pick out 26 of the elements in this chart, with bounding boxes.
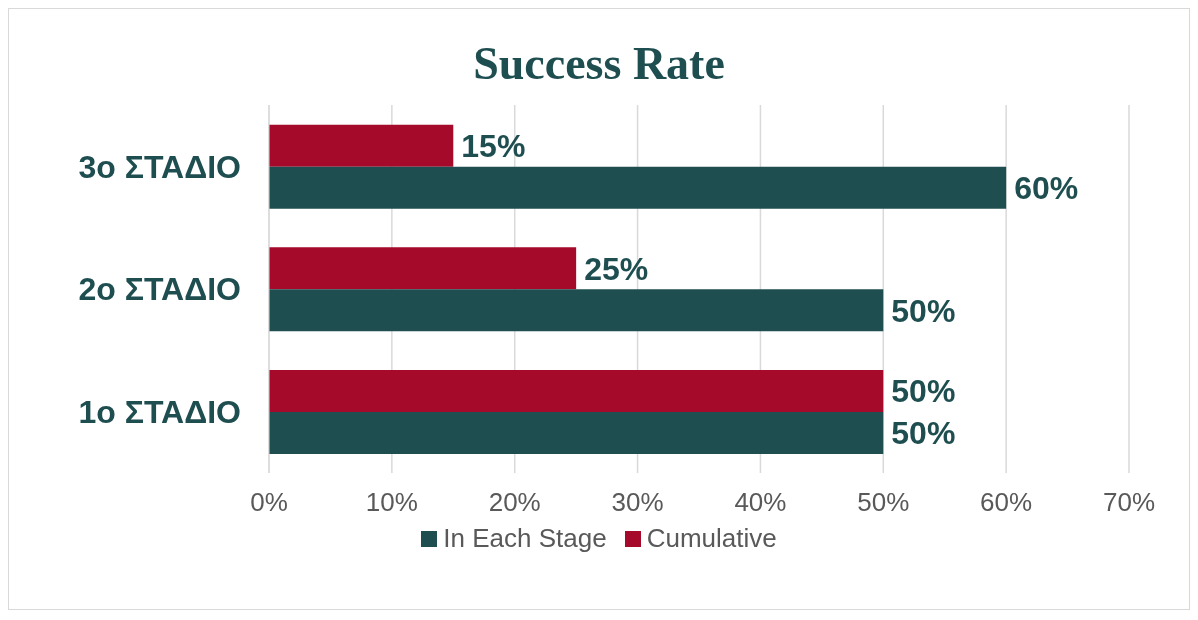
legend-label: Cumulative <box>645 523 777 554</box>
x-tick-label: 0% <box>250 487 288 518</box>
x-tick-label: 10% <box>365 487 418 518</box>
bar <box>269 247 577 290</box>
x-tick-label: 60% <box>980 487 1033 518</box>
y-tick-label: 1o ΣΤΑΔΙΟ <box>78 394 241 431</box>
bar <box>269 289 884 332</box>
data-label: 60% <box>1014 169 1079 206</box>
y-tick-label: 2o ΣΤΑΔΙΟ <box>78 271 241 308</box>
x-tick-label: 20% <box>488 487 541 518</box>
x-tick-label: 40% <box>734 487 787 518</box>
data-label: 25% <box>584 250 649 287</box>
data-label: 50% <box>891 373 956 410</box>
data-label: 15% <box>461 127 526 164</box>
bar <box>269 166 1007 209</box>
bar <box>269 369 884 412</box>
data-label: 50% <box>891 292 956 329</box>
x-tick-label: 30% <box>611 487 664 518</box>
data-label: 50% <box>891 415 956 452</box>
bar <box>269 124 454 167</box>
legend-label: In Each Stage <box>442 523 607 554</box>
x-tick-label: 70% <box>1102 487 1156 518</box>
chart-title: Success Rate <box>472 37 726 91</box>
x-tick-label: 50% <box>857 487 910 518</box>
bar <box>269 411 884 454</box>
y-tick-label: 3o ΣΤΑΔΙΟ <box>78 148 241 185</box>
